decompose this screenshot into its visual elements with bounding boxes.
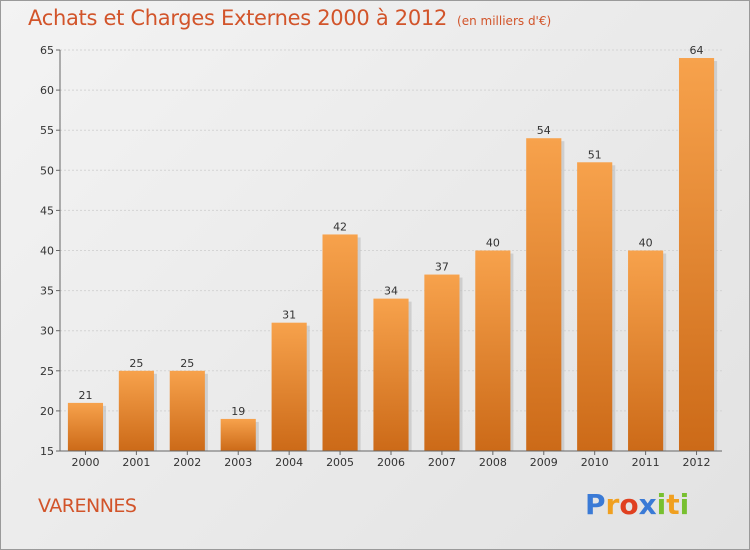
y-tick-label: 65 bbox=[40, 44, 54, 57]
bar bbox=[373, 298, 409, 451]
logo-letter: t bbox=[666, 488, 680, 521]
bar-value-label: 25 bbox=[180, 357, 194, 370]
bar bbox=[271, 322, 307, 451]
place-name: VARENNES bbox=[38, 495, 137, 517]
x-tick-label: 2005 bbox=[326, 456, 354, 469]
bar bbox=[220, 418, 256, 451]
bar bbox=[678, 58, 715, 452]
x-tick-label: 2001 bbox=[122, 456, 150, 469]
bar-value-label: 25 bbox=[129, 357, 143, 370]
logo-letter: x bbox=[638, 488, 657, 521]
bar bbox=[67, 402, 104, 451]
x-tick-label: 2012 bbox=[683, 456, 711, 469]
y-tick-label: 25 bbox=[40, 365, 54, 378]
logo-letter: r bbox=[605, 488, 620, 521]
bar bbox=[424, 274, 460, 451]
y-tick-label: 50 bbox=[40, 164, 54, 177]
bar-value-label: 21 bbox=[78, 389, 92, 402]
y-tick-label: 45 bbox=[40, 204, 54, 217]
x-tick-label: 2000 bbox=[71, 456, 99, 469]
bar-value-label: 64 bbox=[690, 44, 704, 57]
chart-subtitle: (en milliers d'€) bbox=[457, 14, 552, 28]
bar-value-label: 40 bbox=[486, 237, 500, 250]
bar bbox=[526, 138, 562, 451]
logo-letter: i bbox=[679, 488, 690, 521]
bar bbox=[118, 370, 154, 451]
bar-value-label: 51 bbox=[588, 148, 602, 161]
x-tick-label: 2008 bbox=[479, 456, 507, 469]
x-tick-label: 2010 bbox=[581, 456, 609, 469]
x-tick-label: 2002 bbox=[173, 456, 201, 469]
logo-letter: i bbox=[656, 488, 667, 521]
x-tick-label: 2004 bbox=[275, 456, 303, 469]
bar-value-label: 19 bbox=[231, 405, 245, 418]
bar-value-label: 31 bbox=[282, 309, 296, 322]
proxiti-logo: Proxiti bbox=[585, 488, 689, 521]
bar bbox=[322, 234, 358, 451]
x-tick-label: 2007 bbox=[428, 456, 456, 469]
bars: 21 25 25 19 31 42 34 37 40 54 51 40 64 bbox=[67, 44, 718, 452]
y-tick-label: 60 bbox=[40, 84, 54, 97]
logo-letter: o bbox=[619, 488, 639, 521]
bar bbox=[577, 162, 613, 451]
y-tick-label: 15 bbox=[40, 445, 54, 458]
y-tick-label: 55 bbox=[40, 124, 54, 137]
y-tick-label: 30 bbox=[40, 325, 54, 338]
bar-value-label: 37 bbox=[435, 261, 449, 274]
axes: 15 20 25 30 35 40 45 50 55 60 65 2000 2001 2002 2003 20… bbox=[40, 44, 722, 469]
logo-letter: P bbox=[585, 488, 606, 521]
y-tick-label: 40 bbox=[40, 245, 54, 258]
bar-value-label: 40 bbox=[639, 237, 653, 250]
x-tick-label: 2009 bbox=[530, 456, 558, 469]
bar-value-label: 34 bbox=[384, 285, 398, 298]
x-tick-label: 2003 bbox=[224, 456, 252, 469]
bar bbox=[475, 250, 511, 451]
x-tick-label: 2006 bbox=[377, 456, 405, 469]
bar bbox=[169, 370, 205, 451]
y-tick-label: 20 bbox=[40, 405, 54, 418]
y-tick-label: 35 bbox=[40, 285, 54, 298]
bar bbox=[628, 250, 664, 451]
bar-value-label: 42 bbox=[333, 220, 347, 233]
chart-title: Achats et Charges Externes 2000 à 2012 (e… bbox=[28, 6, 552, 30]
bar-value-label: 54 bbox=[537, 124, 551, 137]
x-tick-label: 2011 bbox=[632, 456, 660, 469]
